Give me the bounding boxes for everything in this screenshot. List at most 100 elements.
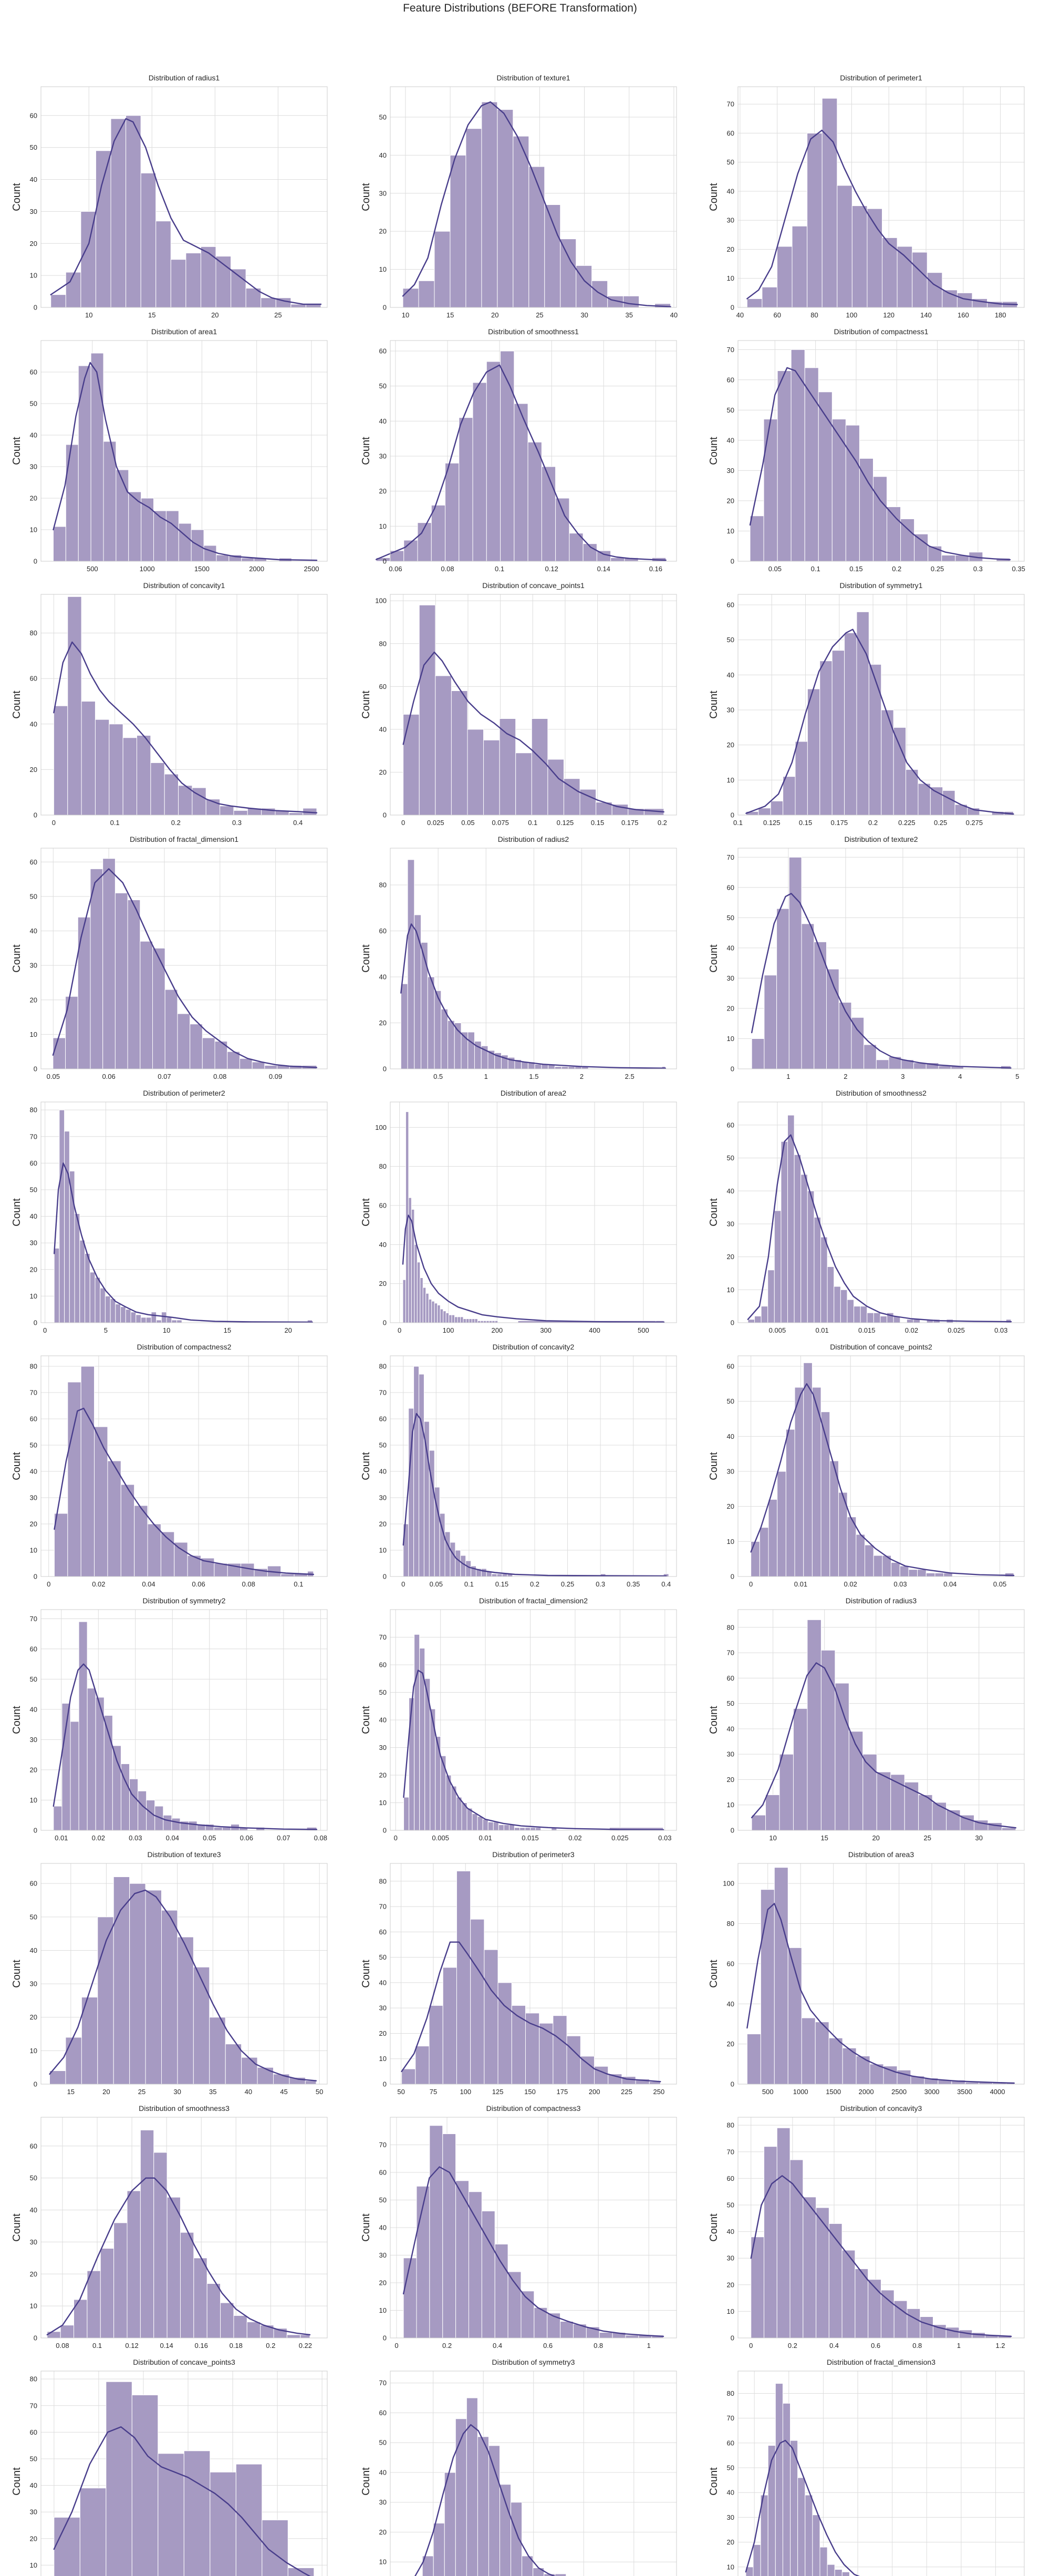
histogram-bar [530, 1827, 536, 1831]
y-tick-label: 100 [375, 1124, 387, 1131]
histogram-bar [474, 1318, 478, 1323]
histogram-bar [900, 518, 915, 562]
x-tick-label: 0.08 [242, 1580, 255, 1588]
histogram-bar [528, 166, 545, 308]
histogram-bar [841, 2571, 850, 2576]
x-tick-label: 0.22 [299, 2342, 312, 2350]
histogram-bar [166, 1317, 172, 1323]
subplot: Distribution of perimeter1 0 10 20 30 40 50 60 7… [708, 74, 1025, 319]
histogram-bar [85, 1253, 90, 1323]
histogram-bar [746, 298, 763, 308]
histogram-bar [428, 1299, 432, 1323]
x-tick-label: 2 [844, 1073, 847, 1080]
histogram-bar [134, 1505, 148, 1577]
histogram-bar [854, 1306, 861, 1323]
histogram-bar [220, 806, 234, 816]
x-tick-label: 0.2 [788, 2342, 797, 2350]
histogram-bar [449, 1314, 452, 1323]
histogram-bar [177, 1936, 194, 2085]
histogram-bar [880, 2290, 895, 2338]
x-tick-label: 225 [621, 2088, 632, 2096]
histogram-bar [163, 1815, 172, 1831]
subplot: Distribution of radius3 0 10 20 30 40 50 60 70 80… [708, 1596, 1025, 1842]
histogram-bar [450, 154, 466, 308]
histogram-bar [864, 1044, 877, 1069]
y-tick-label: 40 [727, 2489, 734, 2497]
y-axis-label: Count [360, 1198, 372, 1227]
y-tick-label: 0 [383, 1319, 387, 1327]
kde-line [402, 1413, 667, 1577]
histogram-bar [486, 1320, 490, 1323]
y-tick-label: 0 [383, 304, 387, 312]
x-tick-label: 35 [209, 2088, 216, 2096]
y-tick-label: 40 [30, 2481, 37, 2489]
x-tick-label: 45 [280, 2088, 287, 2096]
x-tick-label: 0.02 [905, 1326, 918, 1334]
histogram-bar [508, 1825, 515, 1831]
histogram-bar [840, 1289, 848, 1323]
histogram-bar [120, 1306, 126, 1323]
y-tick-label: 0 [34, 558, 37, 565]
histogram-bar [466, 2397, 478, 2576]
x-tick-label: 0 [749, 1580, 753, 1588]
y-axis-label: Count [360, 1706, 372, 1734]
x-tick-label: 0.2 [892, 565, 901, 573]
kde-line [53, 1663, 318, 1830]
x-tick-label: 10 [163, 1326, 170, 1334]
y-axis-label: Count [360, 1452, 372, 1480]
x-tick-label: 0.03 [129, 1834, 142, 1842]
x-tick-label: 0.1 [464, 1580, 474, 1588]
histogram-bar [126, 115, 141, 308]
x-tick-label: 120 [883, 311, 895, 319]
histogram-bar [95, 150, 111, 308]
x-tick-label: 1.2 [995, 2342, 1005, 2350]
histogram-bar [113, 1876, 130, 2085]
plot-frame [390, 2117, 677, 2338]
histogram-bar [47, 2331, 61, 2338]
x-tick-label: 2000 [859, 2088, 874, 2096]
histogram-bar [185, 253, 201, 308]
x-tick-label: 100 [846, 311, 858, 319]
y-tick-label: 60 [727, 1674, 734, 1682]
histogram-bar [463, 1318, 466, 1323]
histogram-bar [868, 2279, 881, 2338]
histogram-bar [555, 2573, 567, 2576]
y-tick-label: 20 [727, 245, 734, 253]
y-axis-label: Count [11, 1198, 23, 1227]
histogram-bar [807, 132, 823, 308]
histogram-bar [155, 221, 171, 308]
x-tick-label: 2500 [891, 2088, 907, 2096]
histogram-bar [177, 1013, 191, 1069]
histogram-bar [246, 2322, 261, 2338]
histogram-bar [820, 1237, 828, 1323]
histogram-bar [280, 1573, 295, 1577]
histogram-bar [856, 611, 869, 816]
histogram-bar [891, 1562, 900, 1577]
histogram-bar [434, 1303, 438, 1323]
histogram-bar [831, 650, 845, 816]
y-tick-label: 20 [379, 1771, 387, 1779]
subplot: Distribution of radius2 0 20 40 60 80 0.5 1 1.5 2… [360, 835, 677, 1080]
x-tick-label: 1 [957, 2342, 961, 2350]
histogram-bar [65, 2037, 82, 2085]
subplot: Distribution of compactness1 0 10 20 30 40 50 6… [708, 327, 1025, 573]
histogram-bar [216, 554, 230, 562]
histogram-bar [465, 1560, 472, 1577]
histogram-bar [444, 2472, 456, 2576]
plot-frame [390, 340, 677, 562]
x-tick-label: 0.05 [430, 1580, 443, 1588]
histogram-bar [60, 2325, 75, 2338]
y-tick-label: 60 [30, 675, 37, 683]
y-tick-label: 10 [727, 2307, 734, 2315]
x-tick-label: 0.12 [125, 2342, 138, 2350]
histogram-bar [554, 1066, 562, 1069]
histogram-bar [420, 1277, 423, 1323]
kde-line [53, 1162, 313, 1323]
x-tick-label: 50 [397, 2088, 404, 2096]
histogram-bar [534, 1064, 542, 1069]
histogram-bar [127, 899, 141, 1069]
histogram-bar [151, 1312, 157, 1323]
histogram-bar [541, 466, 556, 562]
histogram-bar [164, 774, 179, 816]
histogram-bar [64, 1131, 70, 1323]
